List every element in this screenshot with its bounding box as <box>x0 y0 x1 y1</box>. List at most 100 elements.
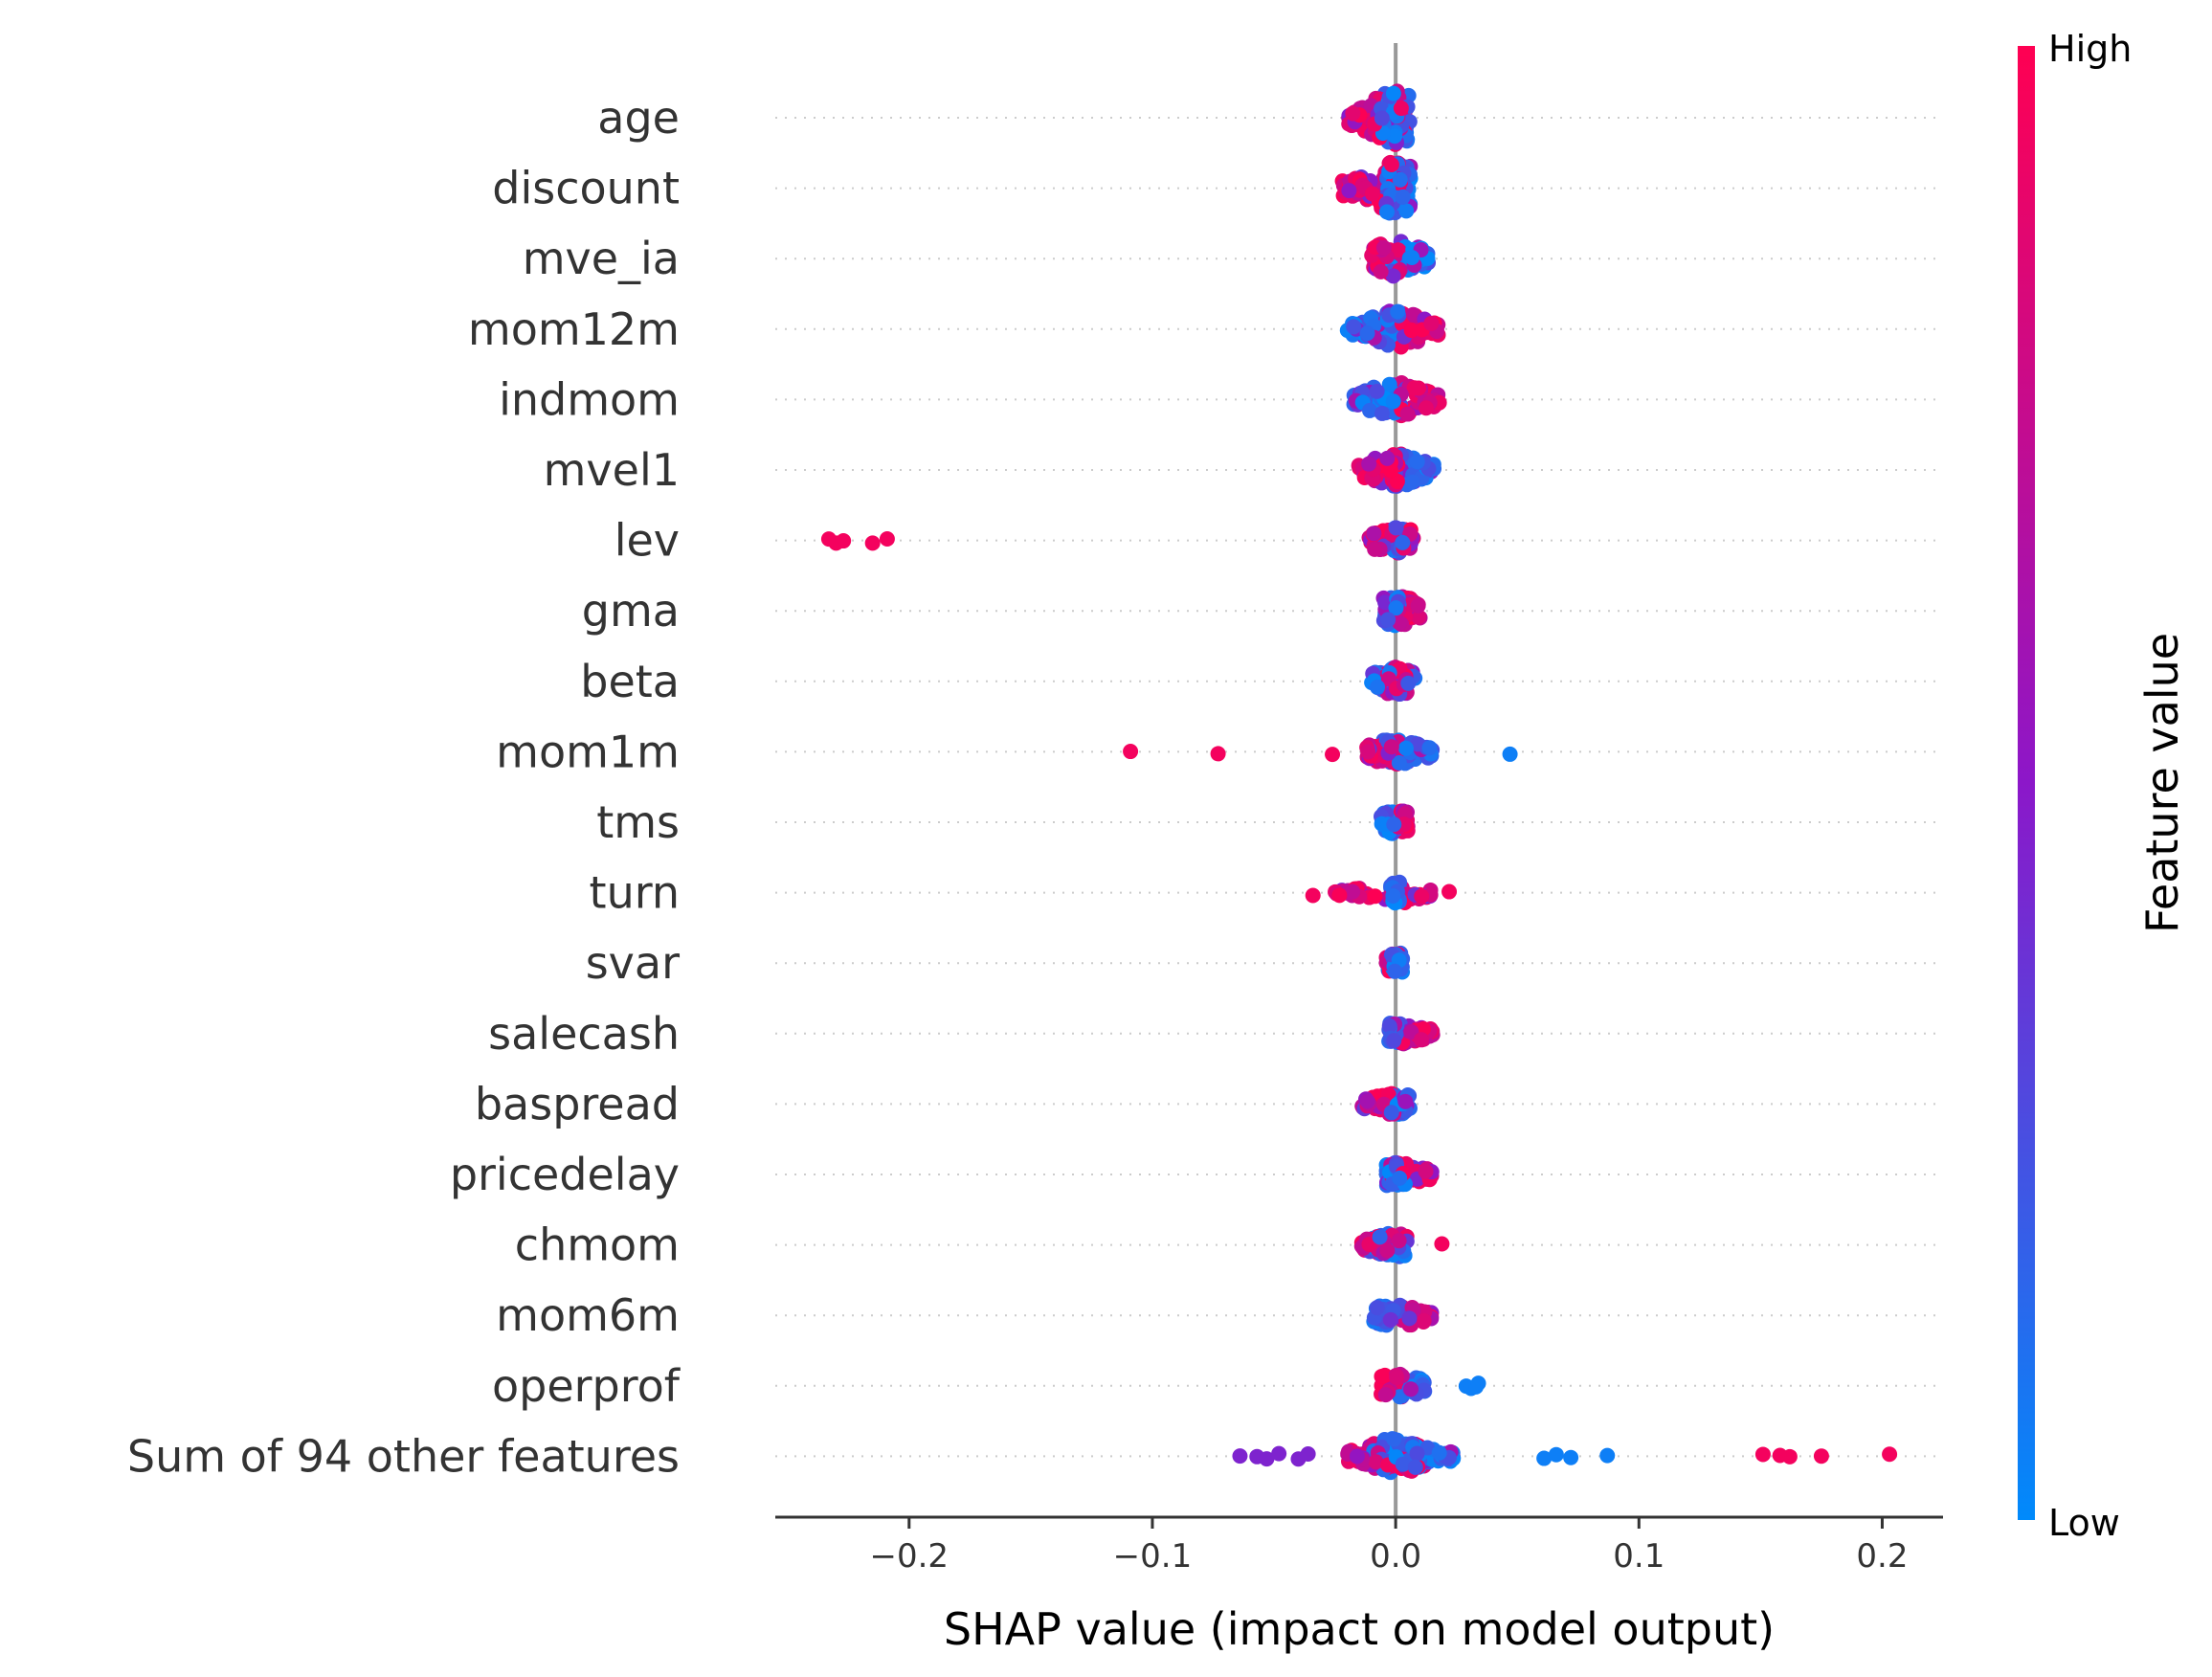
data-point <box>1386 1033 1402 1049</box>
points-layer <box>820 83 1898 1481</box>
data-point <box>1386 816 1402 833</box>
data-point <box>1386 1431 1402 1447</box>
data-point <box>1400 675 1417 691</box>
data-point <box>1374 1368 1390 1384</box>
data-point <box>1403 323 1419 339</box>
feature-label: svar <box>586 937 680 989</box>
colorbar-high-label: High <box>2048 28 2132 70</box>
data-point <box>1367 541 1383 557</box>
data-point <box>1381 1018 1397 1035</box>
data-point <box>1387 128 1403 145</box>
data-point <box>1368 1454 1384 1470</box>
feature-label: mom6m <box>496 1289 680 1341</box>
outlier-point <box>1210 746 1226 762</box>
data-point <box>1378 204 1395 220</box>
outlier-point <box>1781 1448 1798 1465</box>
outlier-point <box>1232 1448 1248 1465</box>
data-point <box>1418 1163 1434 1179</box>
data-point <box>1413 1032 1429 1048</box>
feature-label: salecash <box>488 1008 680 1060</box>
data-point <box>1399 406 1416 422</box>
data-point <box>1375 239 1392 256</box>
data-point <box>1374 110 1390 126</box>
data-point <box>1392 615 1408 631</box>
data-point <box>1359 325 1375 342</box>
data-point <box>1362 402 1378 418</box>
outlier-point <box>1536 1450 1553 1466</box>
data-point <box>1388 600 1404 616</box>
data-point <box>1366 525 1382 542</box>
data-point <box>1364 186 1380 202</box>
data-point <box>1409 454 1425 470</box>
data-point <box>1370 679 1386 695</box>
outlier-point <box>1548 1446 1564 1463</box>
data-point <box>1361 456 1377 472</box>
data-point <box>1397 1093 1414 1109</box>
feature-label: turn <box>590 867 680 919</box>
feature-label: mom1m <box>496 726 680 777</box>
data-point <box>1392 171 1408 188</box>
data-point <box>1395 1456 1411 1472</box>
data-point <box>1360 744 1376 760</box>
outlier-point <box>1271 1445 1287 1462</box>
outlier-point <box>1123 744 1139 760</box>
data-point <box>1431 1444 1447 1461</box>
data-point <box>1383 1105 1399 1121</box>
data-point <box>1346 319 1362 335</box>
x-tick-label: 0.0 <box>1370 1537 1421 1576</box>
data-point <box>1392 1170 1408 1186</box>
data-point <box>1385 393 1401 410</box>
data-point <box>1372 1229 1388 1245</box>
colorbar <box>2018 46 2035 1520</box>
feature-label: gma <box>582 585 680 637</box>
data-point <box>1391 755 1407 771</box>
outlier-point <box>1259 1451 1275 1467</box>
data-point <box>1341 183 1357 199</box>
feature-label: baspread <box>475 1078 680 1129</box>
data-point <box>1345 883 1361 900</box>
outlier-point <box>1813 1448 1829 1465</box>
outlier-point <box>1325 747 1341 763</box>
data-point <box>1359 1093 1375 1109</box>
data-point <box>1397 740 1414 756</box>
data-point <box>1331 887 1348 904</box>
x-axis-ticks: −0.2 −0.1 0.0 0.1 0.2 <box>870 1517 1908 1576</box>
data-point <box>1390 303 1406 320</box>
data-point <box>1379 1242 1396 1259</box>
data-point <box>1423 315 1440 331</box>
data-point <box>1411 609 1427 625</box>
data-point <box>1401 1310 1418 1327</box>
data-point <box>1380 612 1396 628</box>
data-point <box>1395 189 1411 205</box>
data-point <box>1383 156 1399 172</box>
feature-label: operprof <box>492 1360 681 1412</box>
data-point <box>1367 888 1383 905</box>
feature-label: Sum of 94 other features <box>127 1430 680 1482</box>
data-point <box>1381 376 1397 392</box>
feature-label: lev <box>614 515 680 567</box>
data-point <box>1403 1381 1419 1398</box>
feature-label: mve_ia <box>523 233 680 284</box>
data-point <box>1369 383 1385 399</box>
data-point <box>1398 203 1415 219</box>
data-point <box>1345 105 1361 122</box>
data-point <box>1389 1370 1405 1386</box>
data-point <box>1369 1300 1385 1316</box>
data-point <box>1414 888 1430 905</box>
data-point <box>1406 380 1422 396</box>
data-point <box>1410 597 1426 614</box>
feature-label: pricedelay <box>450 1149 680 1200</box>
outlier-point <box>1599 1447 1616 1464</box>
data-point <box>1404 474 1420 490</box>
x-axis-title: SHAP value (impact on model output) <box>944 1603 1775 1655</box>
data-point <box>1389 473 1405 489</box>
outlier-point <box>1305 887 1321 904</box>
feature-label: beta <box>580 656 680 707</box>
outlier-point <box>1563 1449 1579 1465</box>
data-point <box>1391 1233 1407 1249</box>
data-point <box>1385 85 1401 101</box>
outlier-point <box>1754 1446 1771 1463</box>
feature-label: indmom <box>499 373 680 425</box>
feature-label: tms <box>596 796 680 848</box>
feature-labels: age discount mve_ia mom12m indmom mvel1 lev gma… <box>127 92 681 1482</box>
